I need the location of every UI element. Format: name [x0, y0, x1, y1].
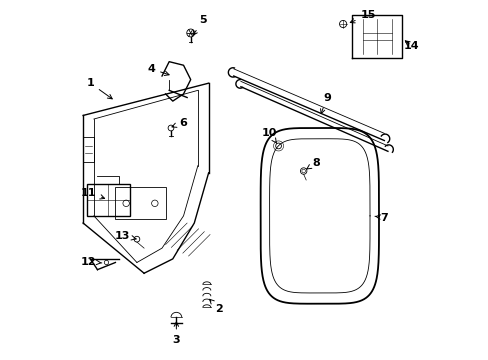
Text: 6: 6 [172, 118, 186, 128]
Text: 7: 7 [374, 213, 387, 222]
Text: 3: 3 [172, 322, 180, 345]
Text: 13: 13 [115, 231, 136, 240]
Text: 10: 10 [262, 129, 277, 143]
Text: 15: 15 [349, 10, 375, 23]
Text: 2: 2 [209, 299, 223, 314]
Text: 14: 14 [403, 41, 418, 50]
Text: 5: 5 [193, 15, 206, 35]
Text: 1: 1 [86, 78, 112, 99]
Bar [115, 187, 165, 220]
Text: 8: 8 [306, 158, 320, 169]
Text: 4: 4 [147, 64, 169, 76]
Bar [86, 184, 129, 216]
Text: 11: 11 [81, 188, 104, 199]
Text: 9: 9 [320, 93, 330, 114]
Text: 12: 12 [81, 257, 102, 267]
